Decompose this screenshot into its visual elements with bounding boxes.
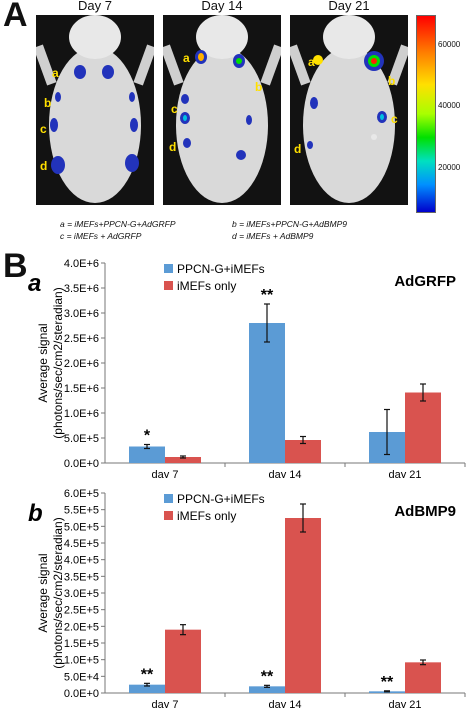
legend-b-entry: b = iMEFs+PPCN-G+AdBMP9 (232, 219, 348, 229)
y-tick-label: 1.0E+5 (64, 655, 99, 667)
bar (285, 518, 321, 693)
significance-marker: ** (381, 674, 394, 691)
legend-swatch (164, 511, 173, 520)
y-tick-label: 1.0E+6 (64, 408, 99, 420)
y-tick-label: 4.5E+5 (64, 538, 99, 550)
colorbar-tick-20000: 20000 (438, 163, 461, 172)
y-axis-label-line2: (photons/sec/cm2/steradian) (51, 517, 65, 668)
y-tick-label: 2.0E+5 (64, 621, 99, 633)
x-tick-label: day 21 (388, 699, 421, 708)
legend-a-entry: a = iMEFs+PPCN-G+AdGRFP (60, 219, 176, 229)
mouse-image-day14: a b c d (163, 15, 281, 205)
bar (165, 629, 201, 693)
site-a: a (52, 66, 59, 80)
panel-a-legend: a = iMEFs+PPCN-G+AdGRFP b = iMEFs+PPCN-G+… (60, 218, 404, 242)
y-tick-label: 2.0E+6 (64, 358, 99, 370)
y-tick-label: 0.0E+0 (64, 688, 99, 700)
x-tick-label: day 14 (268, 469, 301, 478)
day7-title: Day 7 (78, 0, 112, 13)
panel-a-label: A (3, 0, 28, 34)
site-a: a (308, 55, 315, 69)
y-tick-label: 5.0E+4 (64, 671, 99, 683)
bar (405, 662, 441, 693)
site-c: c (171, 102, 178, 116)
legend-label: iMEFs only (177, 509, 236, 523)
y-tick-label: 6.0E+5 (64, 488, 99, 500)
mouse-image-day21: a b c d (290, 15, 408, 205)
y-axis-label-line1: Average signal (36, 553, 50, 632)
bar (405, 392, 441, 463)
y-tick-label: 4.0E+5 (64, 555, 99, 567)
bar (129, 684, 165, 693)
y-tick-label: 3.5E+6 (64, 283, 99, 295)
site-d: d (294, 142, 301, 156)
y-tick-label: 2.5E+6 (64, 333, 99, 345)
x-tick-label: day 7 (152, 469, 179, 478)
colorbar-tick-60000: 60000 (438, 40, 461, 49)
y-tick-label: 4.0E+6 (64, 258, 99, 270)
colorbar-tick-40000: 40000 (438, 101, 461, 110)
legend-c-entry: c = iMEFs + AdGRFP (60, 231, 142, 241)
x-tick-label: day 14 (268, 699, 301, 708)
y-tick-label: 1.5E+6 (64, 383, 99, 395)
legend-label: PPCN-G+iMEFs (177, 262, 265, 276)
y-axis-label-line1: Average signal (36, 323, 50, 402)
bar (249, 686, 285, 693)
site-c: c (40, 122, 47, 136)
significance-marker: ** (261, 287, 274, 304)
y-tick-label: 0.0E+0 (64, 458, 99, 470)
y-tick-label: 5.0E+5 (64, 521, 99, 533)
legend-label: iMEFs only (177, 279, 236, 293)
y-tick-label: 5.5E+5 (64, 505, 99, 517)
intensity-colorbar (416, 15, 436, 213)
panel-b-label: B (3, 247, 28, 285)
significance-marker: ** (141, 666, 154, 683)
legend-swatch (164, 264, 173, 273)
y-tick-label: 1.5E+5 (64, 638, 99, 650)
y-axis-label-line2: (photons/sec/cm2/steradian) (51, 287, 65, 438)
bar (285, 440, 321, 463)
site-d: d (169, 140, 176, 154)
site-a: a (183, 51, 190, 65)
chart-title: AdBMP9 (394, 503, 456, 520)
legend-label: PPCN-G+iMEFs (177, 492, 265, 506)
day21-title: Day 21 (328, 0, 370, 13)
bar (165, 457, 201, 463)
y-tick-label: 3.0E+5 (64, 588, 99, 600)
chart-adbmp9: b Average signal (photons/sec/cm2/steradia… (28, 488, 466, 708)
significance-marker: ** (261, 668, 274, 685)
chart-title: AdGRFP (394, 273, 456, 290)
y-tick-label: 3.0E+6 (64, 308, 99, 320)
mouse-day21-svg: a b c d (290, 15, 408, 203)
site-c: c (391, 112, 398, 126)
y-tick-label: 2.5E+5 (64, 605, 99, 617)
legend-d-entry: d = iMEFs + AdBMP9 (232, 231, 314, 241)
y-tick-label: 3.5E+5 (64, 571, 99, 583)
legend-swatch (164, 281, 173, 290)
site-b: b (388, 74, 395, 88)
panel-sub-label: a (28, 270, 41, 297)
x-tick-label: day 21 (388, 469, 421, 478)
mouse-image-day7: a b c d (36, 15, 154, 205)
site-d: d (40, 159, 47, 173)
site-b: b (44, 96, 51, 110)
y-tick-label: 5.0E+5 (64, 433, 99, 445)
bar (129, 446, 165, 463)
site-b: b (255, 80, 262, 94)
bar (249, 323, 285, 463)
mouse-day7-svg: a b c d (36, 15, 154, 203)
day14-title: Day 14 (201, 0, 243, 13)
significance-marker: * (144, 428, 151, 445)
chart-adgrfp: a Average signal (photons/sec/cm2/steradia… (28, 258, 466, 478)
mouse-day14-svg: a b c d (163, 15, 281, 203)
panel-sub-label: b (28, 500, 43, 527)
x-tick-label: day 7 (152, 699, 179, 708)
legend-swatch (164, 494, 173, 503)
